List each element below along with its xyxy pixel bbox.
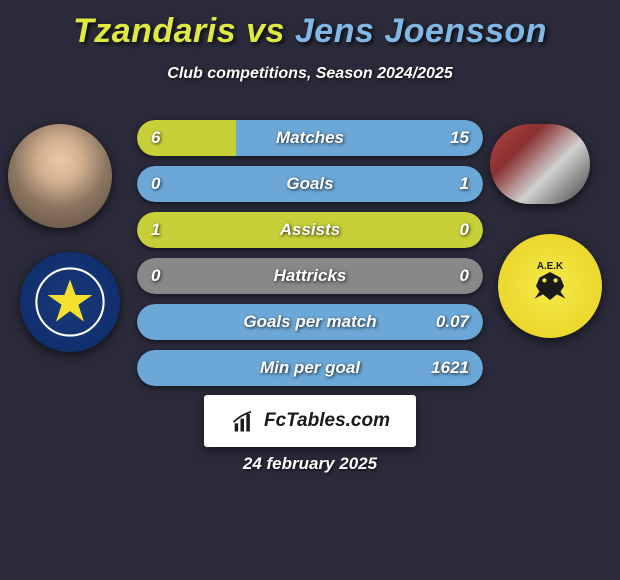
site-label: FcTables.com — [264, 410, 390, 432]
stat-row: 1621Min per goal — [137, 350, 483, 386]
comparison-title: Tzandaris vs Jens Joensson — [0, 0, 620, 51]
subtitle: Club competitions, Season 2024/2025 — [0, 65, 620, 83]
player2-name: Jens Joensson — [295, 12, 547, 50]
player1-name: Tzandaris — [73, 12, 236, 50]
stat-row: 0.07Goals per match — [137, 304, 483, 340]
stat-label: Goals — [137, 166, 483, 202]
stats-area: 615Matches 01Goals 10Assists 00Hattricks 0.0… — [137, 120, 483, 396]
stat-label: Matches — [137, 120, 483, 156]
player2-club-badge: A.E.K — [498, 234, 602, 338]
stat-label: Hattricks — [137, 258, 483, 294]
player1-photo — [8, 124, 112, 228]
chart-icon — [230, 407, 258, 435]
stat-row: 01Goals — [137, 166, 483, 202]
date-label: 24 february 2025 — [0, 454, 620, 474]
stat-row: 10Assists — [137, 212, 483, 248]
vs-text: vs — [246, 12, 285, 50]
stat-row: 615Matches — [137, 120, 483, 156]
player1-club-badge — [20, 252, 120, 352]
star-icon — [35, 267, 105, 337]
player2-photo — [490, 124, 590, 204]
stat-label: Goals per match — [137, 304, 483, 340]
site-badge: FcTables.com — [204, 395, 416, 447]
stat-label: Min per goal — [137, 350, 483, 386]
eagle-icon: A.E.K — [515, 251, 585, 321]
svg-text:A.E.K: A.E.K — [537, 261, 563, 272]
stat-label: Assists — [137, 212, 483, 248]
stat-row: 00Hattricks — [137, 258, 483, 294]
